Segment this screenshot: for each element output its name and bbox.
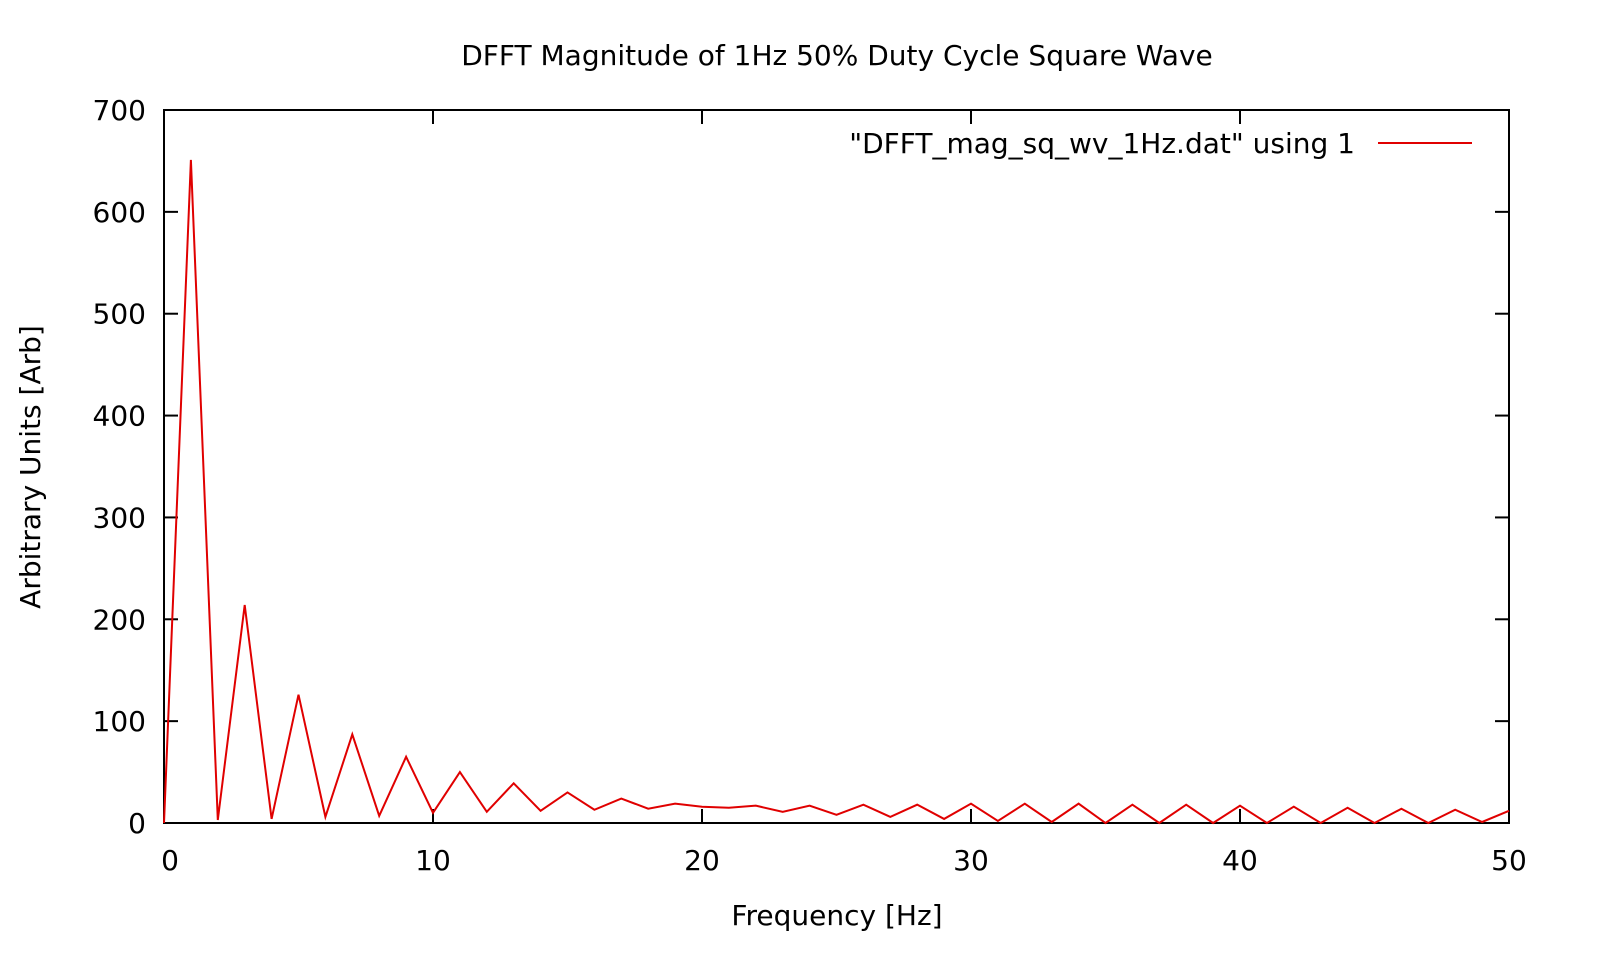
legend: "DFFT_mag_sq_wv_1Hz.dat" using 1: [849, 127, 1472, 160]
y-tick-label: 500: [93, 298, 146, 331]
x-tick-label: 10: [415, 844, 451, 877]
x-tick-label: 30: [953, 844, 989, 877]
y-tick-label: 0: [128, 807, 146, 840]
chart-title: DFFT Magnitude of 1Hz 50% Duty Cycle Squ…: [461, 39, 1213, 72]
x-tick-label: 0: [161, 844, 179, 877]
series-line: [163, 159, 1510, 825]
y-tick-label: 700: [93, 94, 146, 127]
y-tick-label: 300: [93, 501, 146, 534]
y-tick-label: 200: [93, 603, 146, 636]
x-tick-label: 20: [684, 844, 720, 877]
x-tick-label: 40: [1222, 844, 1258, 877]
x-axis-label: Frequency [Hz]: [731, 899, 942, 932]
x-tick-label: 50: [1491, 844, 1527, 877]
y-axis-label: Arbitrary Units [Arb]: [14, 325, 47, 609]
y-tick-label: 400: [93, 400, 146, 433]
plot-border: [163, 109, 1510, 824]
y-tick-label: 100: [93, 705, 146, 738]
y-tick-label: 600: [93, 196, 146, 229]
legend-label: "DFFT_mag_sq_wv_1Hz.dat" using 1: [849, 127, 1355, 160]
